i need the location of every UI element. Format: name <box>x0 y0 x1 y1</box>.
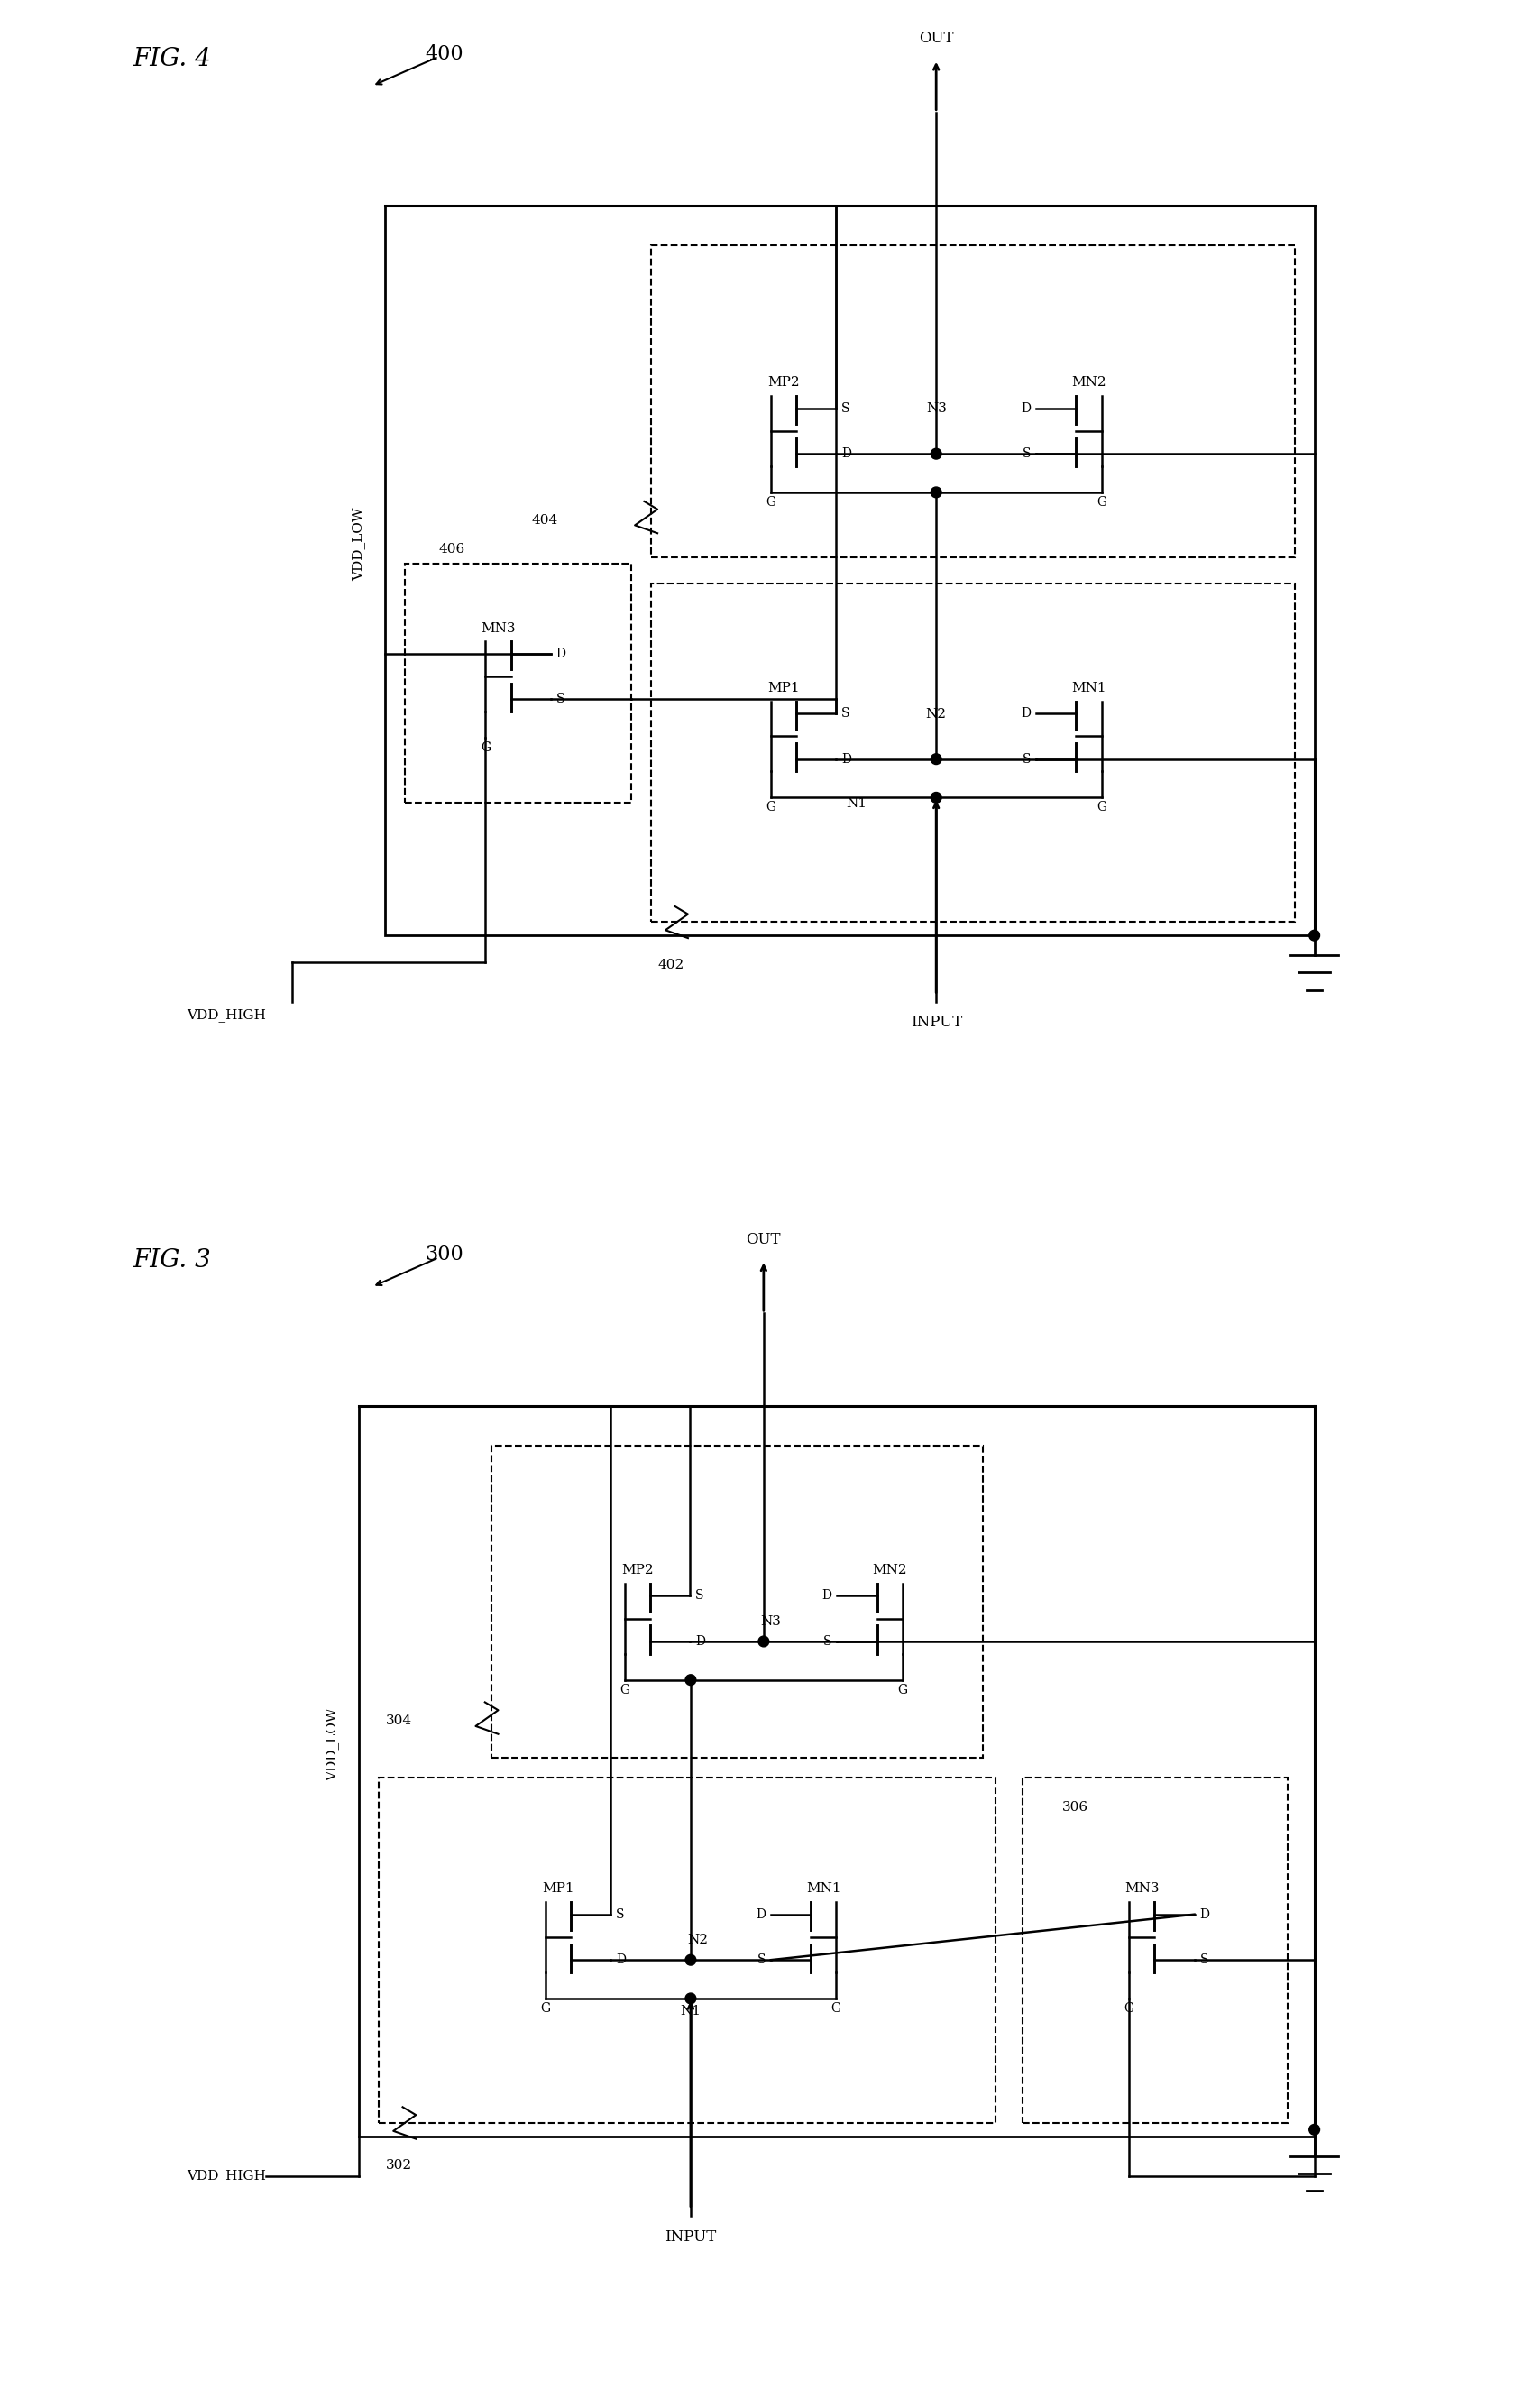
Bar <box>1022 1777 1288 2124</box>
Bar <box>359 1406 1314 2136</box>
Text: 400: 400 <box>425 43 463 65</box>
Circle shape <box>759 1635 769 1647</box>
Circle shape <box>931 448 942 460</box>
Text: VDD_HIGH: VDD_HIGH <box>186 1009 266 1021</box>
Text: MN1: MN1 <box>805 1883 840 1895</box>
Circle shape <box>931 486 942 498</box>
Text: VDD_LOW: VDD_LOW <box>353 508 365 580</box>
Circle shape <box>931 754 942 763</box>
Text: G: G <box>540 2001 550 2015</box>
Text: 300: 300 <box>425 1245 463 1264</box>
Text: G: G <box>766 802 775 814</box>
Text: 304: 304 <box>386 1714 412 1727</box>
Bar <box>492 1447 983 1758</box>
Text: FIG. 3: FIG. 3 <box>133 1247 212 1271</box>
Text: 302: 302 <box>386 2160 412 2172</box>
Text: 404: 404 <box>531 513 557 527</box>
Text: MP1: MP1 <box>542 1883 574 1895</box>
Text: D: D <box>695 1635 706 1647</box>
Text: 406: 406 <box>439 544 465 556</box>
Circle shape <box>931 792 942 802</box>
Text: MN2: MN2 <box>872 1563 907 1577</box>
Text: G: G <box>1123 2001 1134 2015</box>
Text: G: G <box>480 742 491 754</box>
Circle shape <box>686 1674 696 1686</box>
Text: N1: N1 <box>846 797 868 809</box>
Text: INPUT: INPUT <box>910 1016 961 1031</box>
Bar <box>406 563 631 802</box>
Bar <box>651 246 1294 556</box>
Text: S: S <box>616 1907 624 1922</box>
Text: D: D <box>1020 708 1031 720</box>
Circle shape <box>1310 2124 1320 2136</box>
Text: INPUT: INPUT <box>665 2230 716 2244</box>
Text: N3: N3 <box>760 1616 781 1628</box>
Text: OUT: OUT <box>919 31 954 46</box>
Text: 402: 402 <box>657 958 684 970</box>
Text: N3: N3 <box>927 402 946 414</box>
Text: MP2: MP2 <box>768 376 799 390</box>
Text: MP1: MP1 <box>768 681 799 694</box>
Text: S: S <box>1022 448 1031 460</box>
Text: N2: N2 <box>687 1934 707 1946</box>
Bar <box>378 1777 996 2124</box>
Text: D: D <box>755 1907 766 1922</box>
Text: D: D <box>1020 402 1031 414</box>
Text: D: D <box>822 1589 831 1601</box>
Text: VDD_LOW: VDD_LOW <box>326 1707 339 1782</box>
Text: 306: 306 <box>1063 1801 1089 1813</box>
Text: D: D <box>616 1953 625 1967</box>
Text: N1: N1 <box>680 2006 701 2018</box>
Circle shape <box>1310 929 1320 942</box>
Text: MN1: MN1 <box>1072 681 1107 694</box>
Text: MN3: MN3 <box>481 621 516 636</box>
Text: FIG. 4: FIG. 4 <box>133 48 212 72</box>
Text: S: S <box>695 1589 704 1601</box>
Text: MN2: MN2 <box>1072 376 1107 390</box>
Text: N2: N2 <box>925 708 946 720</box>
Text: S: S <box>556 694 565 706</box>
Text: S: S <box>842 708 849 720</box>
Text: D: D <box>842 754 851 766</box>
Text: D: D <box>1199 1907 1210 1922</box>
Circle shape <box>686 1955 696 1965</box>
Text: G: G <box>1096 496 1107 508</box>
Circle shape <box>686 1994 696 2003</box>
Text: D: D <box>842 448 851 460</box>
Text: MN3: MN3 <box>1125 1883 1160 1895</box>
Text: S: S <box>1199 1953 1208 1967</box>
Text: VDD_HIGH: VDD_HIGH <box>186 2170 266 2182</box>
Bar <box>386 205 1314 934</box>
Text: G: G <box>766 496 775 508</box>
Text: S: S <box>1022 754 1031 766</box>
Text: MP2: MP2 <box>621 1563 654 1577</box>
Text: G: G <box>831 2001 842 2015</box>
Text: G: G <box>619 1683 630 1695</box>
Text: S: S <box>824 1635 831 1647</box>
Text: S: S <box>757 1953 766 1967</box>
Text: D: D <box>556 648 566 660</box>
Text: OUT: OUT <box>746 1230 781 1247</box>
Text: S: S <box>842 402 849 414</box>
Text: G: G <box>1096 802 1107 814</box>
Bar <box>651 583 1294 922</box>
Text: G: G <box>898 1683 907 1695</box>
